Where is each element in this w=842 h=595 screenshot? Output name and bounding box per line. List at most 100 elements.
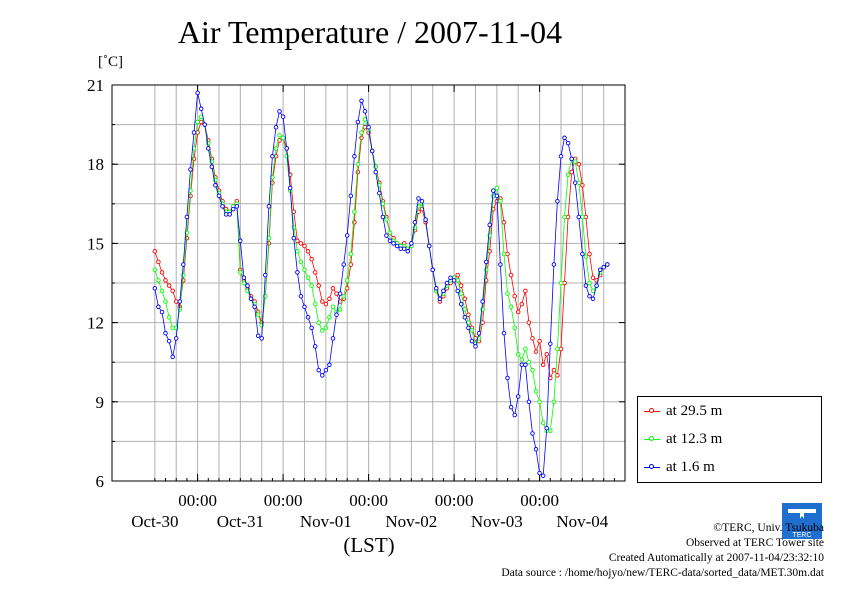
series-2-point: [462, 315, 468, 320]
series-0-point: [544, 352, 549, 357]
series-2-point: [469, 338, 475, 344]
series-2-point: [248, 296, 254, 302]
series-1-point: [341, 293, 346, 299]
series-1-point: [565, 172, 571, 178]
series-0-point: [590, 275, 596, 280]
series-2-point: [327, 362, 332, 368]
series-2-point: [320, 373, 325, 378]
series-1-point: [359, 130, 364, 135]
series-1-point: [519, 357, 525, 362]
series-1-point: [469, 328, 475, 333]
series-2-point: [416, 196, 421, 201]
series-2-point: [594, 283, 599, 288]
series-1-point: [587, 280, 592, 286]
series-2-point: [426, 243, 432, 249]
series-2-point: [558, 154, 564, 159]
series-2-point: [505, 375, 510, 381]
legend-item-12m: at 12.3 m: [644, 429, 722, 449]
series-2-point: [334, 312, 339, 317]
series-0-point: [519, 301, 525, 307]
series-1-point: [590, 288, 596, 294]
series-1-point: [312, 301, 318, 307]
series-1-point: [166, 315, 172, 320]
series-2-point: [377, 190, 382, 196]
series-1-point: [458, 291, 464, 296]
series-0-point: [587, 251, 592, 257]
series-2-point: [451, 278, 457, 283]
series-2-point: [412, 220, 418, 225]
legend-label-1m: at 1.6 m: [666, 458, 715, 475]
series-0-point: [533, 349, 539, 354]
series-2-point: [298, 293, 304, 299]
series-2-point: [355, 119, 361, 125]
series-2-point: [287, 185, 293, 191]
logo-text: TERC: [792, 532, 811, 539]
series-1-point: [259, 322, 264, 328]
series-2-point: [166, 338, 172, 344]
series-2-point: [430, 267, 435, 273]
series-1-point: [305, 275, 311, 280]
series-2-point: [323, 367, 329, 373]
series-2-point: [562, 135, 567, 141]
legend-swatch-12m: [644, 435, 660, 441]
series-2-point: [473, 344, 478, 349]
series-2-point: [519, 362, 525, 368]
series-2-point: [305, 315, 311, 320]
series-2-point: [280, 114, 286, 119]
series-0-point: [558, 346, 564, 352]
series-0-point: [580, 183, 585, 188]
y-tick-label: 12: [87, 314, 104, 333]
series-2-point: [369, 148, 375, 154]
legend-item-1m: at 1.6 m: [644, 457, 715, 477]
series-1-point: [195, 119, 200, 125]
series-0-point: [316, 283, 321, 288]
series-1-point: [498, 198, 503, 204]
series-2-point: [152, 286, 158, 291]
series-0-point: [302, 243, 307, 249]
series-1-point: [580, 214, 585, 220]
series-0-point: [159, 270, 165, 275]
series-1-point: [523, 346, 528, 352]
series-0-point: [540, 362, 546, 368]
series-2-point: [216, 193, 222, 199]
series-0-point: [501, 220, 507, 225]
series-2-point: [348, 193, 354, 199]
footer-source: Data source : /home/hojyo/new/TERC-data/…: [501, 567, 824, 579]
series-2-point: [444, 280, 450, 286]
series-2-point: [316, 367, 321, 373]
series-1-point: [323, 325, 329, 331]
series-1-point: [320, 328, 325, 333]
x-day-label: Nov-01: [300, 512, 352, 531]
series-2-point: [540, 473, 546, 478]
series-2-point: [177, 299, 183, 304]
series-2-point: [234, 204, 240, 209]
series-1-point: [330, 304, 336, 310]
series-1-point: [352, 209, 357, 214]
y-tick-label: 9: [96, 393, 105, 412]
series-2-point: [437, 296, 443, 302]
series-2-point: [238, 238, 243, 244]
series-1-point: [548, 428, 553, 434]
series-2-point: [387, 238, 393, 244]
series-2-point: [206, 146, 211, 151]
series-2-point: [266, 204, 272, 209]
series-2-point: [597, 267, 603, 273]
series-1-point: [387, 230, 393, 236]
series-0-point: [198, 119, 204, 125]
series-2-point: [380, 214, 386, 220]
series-2-point: [302, 304, 307, 310]
series-1-point: [384, 217, 389, 222]
series-2-point: [480, 299, 485, 304]
series-1-point: [526, 359, 532, 365]
series-2-point: [405, 249, 411, 254]
series-1-point: [555, 346, 560, 352]
series-0-point: [537, 338, 542, 344]
chart-title: Air Temperature / 2007-11-04: [177, 14, 563, 50]
series-2-point: [198, 106, 204, 112]
series-1-point: [159, 288, 165, 294]
series-1-point: [280, 135, 286, 141]
series-1-point: [455, 278, 460, 283]
series-2-point: [209, 164, 215, 170]
legend-swatch-1m: [644, 463, 660, 469]
